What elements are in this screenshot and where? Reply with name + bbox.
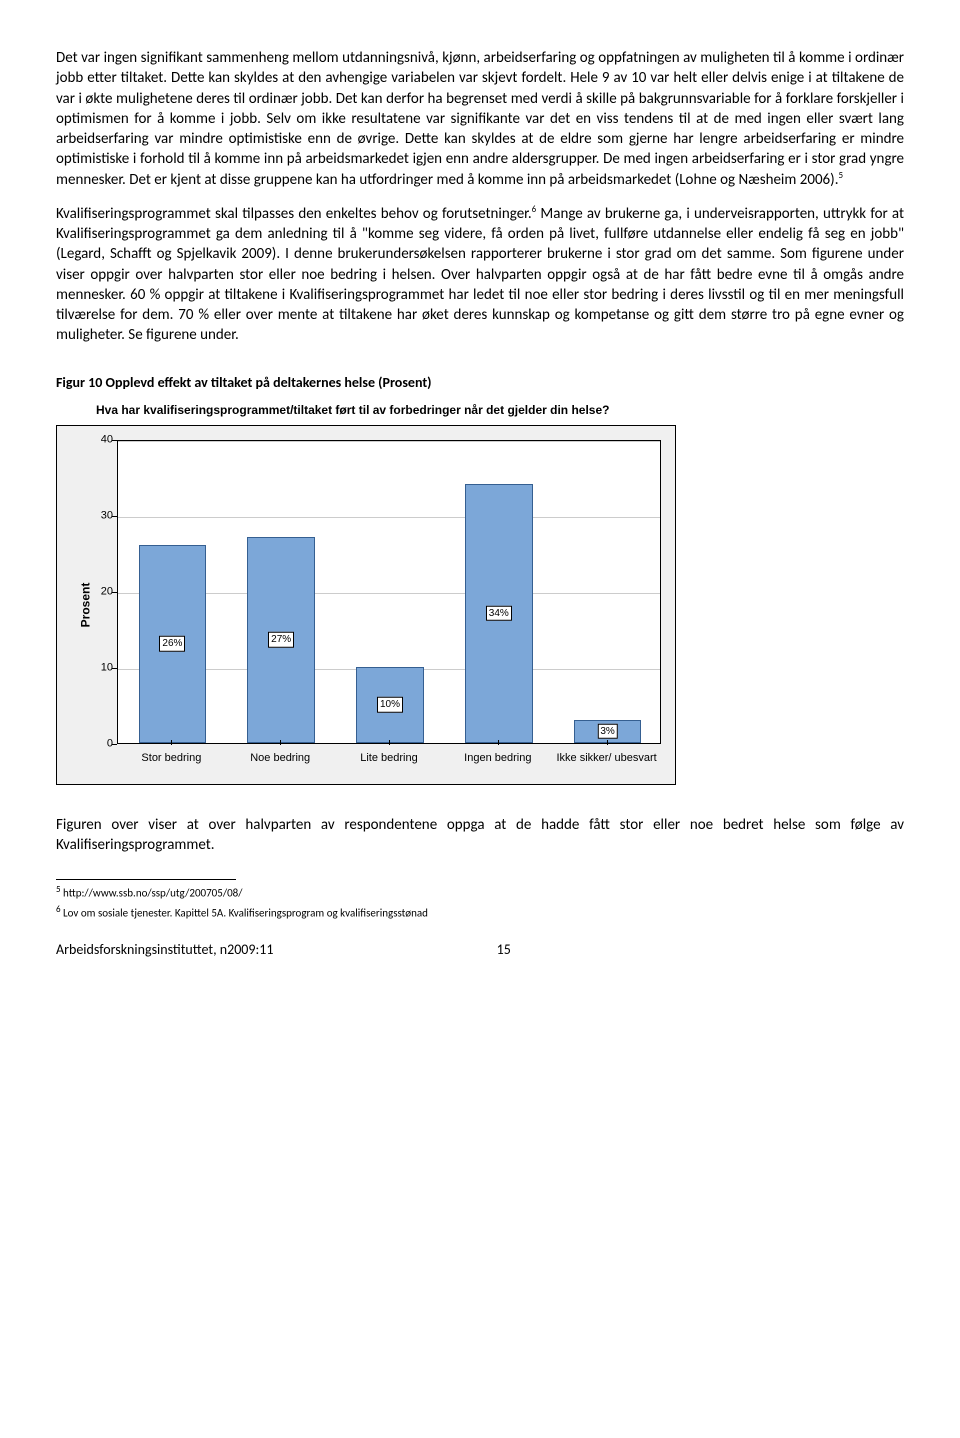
plot-area: 26% 27% 10% 34% 3% [117, 440, 661, 744]
bar-value-label: 27% [268, 632, 294, 648]
bar-value-label: 3% [597, 723, 617, 739]
paragraph-1: Det var ingen signifikant sammenheng mel… [56, 48, 904, 190]
bar-chart: Prosent 26% 27% 10% 34% 3% 0 10 20 30 40 Stor bed… [56, 425, 676, 785]
para2b-text: Mange av brukerne ga, i underveisrapport… [56, 205, 904, 345]
paragraph-2: Kvalifiseringsprogrammet skal tilpasses … [56, 204, 904, 346]
y-tick-label: 10 [95, 660, 113, 675]
y-axis-label: Prosent [77, 582, 93, 627]
footer-page-number: 15 [497, 941, 511, 960]
x-tick-label: Lite bedring [360, 751, 418, 766]
figure-caption: Figur 10 Opplevd effekt av tiltaket på d… [56, 374, 904, 393]
footnote-separator [56, 879, 236, 880]
bar-value-label: 10% [377, 697, 403, 713]
x-tick-label: Noe bedring [250, 751, 310, 766]
footnote-5-mark: 5 [839, 170, 844, 181]
y-tick-label: 20 [95, 584, 113, 599]
para1-text: Det var ingen signifikant sammenheng mel… [56, 49, 904, 189]
x-tick-label: Stor bedring [141, 751, 201, 766]
bar-value-label: 34% [486, 606, 512, 622]
y-tick-label: 30 [95, 508, 113, 523]
para2a-text: Kvalifiseringsprogrammet skal tilpasses … [56, 205, 532, 223]
footer-source: Arbeidsforskningsinstituttet, n2009:11 [56, 941, 273, 958]
footnote-6: 6 Lov om sosiale tjenester. Kapittel 5A.… [56, 904, 904, 922]
footnote-5: 5 http://www.ssb.no/ssp/utg/200705/08/ [56, 884, 904, 902]
page-footer: Arbeidsforskningsinstituttet, n2009:11 1… [56, 941, 904, 960]
x-tick-label: Ikke sikker/ ubesvart [556, 751, 656, 766]
y-tick-label: 40 [95, 432, 113, 447]
y-tick-label: 0 [95, 736, 113, 751]
chart-title: Hva har kvalifiseringsprogrammet/tiltake… [96, 402, 904, 418]
paragraph-3: Figuren over viser at over halvparten av… [56, 815, 904, 856]
bar-value-label: 26% [159, 636, 185, 652]
x-tick-label: Ingen bedring [464, 751, 531, 766]
chart-container: Hva har kvalifiseringsprogrammet/tiltake… [56, 402, 904, 784]
